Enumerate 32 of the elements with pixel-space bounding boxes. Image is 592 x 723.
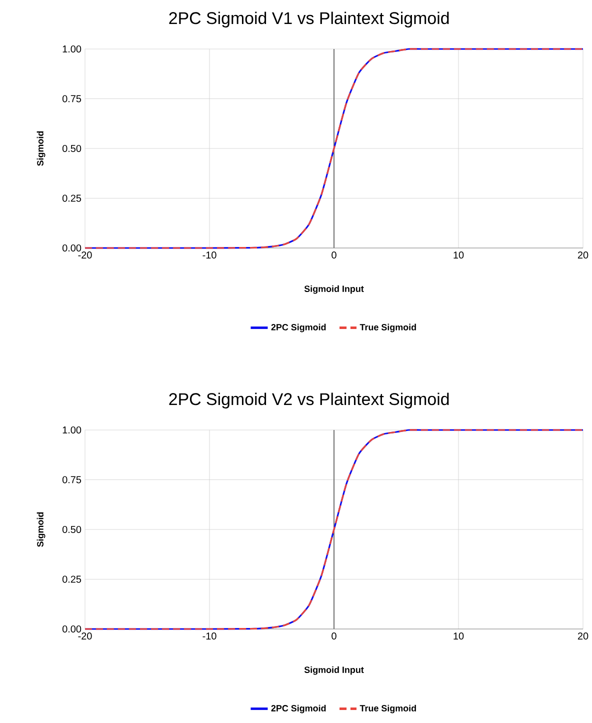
x-axis-title: Sigmoid Input: [304, 666, 364, 675]
x-tick-label: 10: [454, 632, 464, 640]
x-tick-label: 10: [454, 252, 464, 259]
y-axis-title: Sigmoid: [36, 512, 46, 547]
legend-label: 2PC Sigmoid: [271, 704, 326, 714]
y-tick-label: 1.00: [62, 45, 82, 53]
y-tick-label: 0.25: [62, 194, 82, 202]
x-tick-label: 0: [332, 632, 336, 640]
x-tick-label: 0: [332, 252, 336, 259]
chart-title: 2PC Sigmoid V1 vs Plaintext Sigmoid: [169, 12, 449, 28]
y-tick-label: 0.75: [62, 95, 82, 102]
y-tick-label: 1.00: [62, 426, 82, 434]
y-tick-label: 0.50: [62, 144, 82, 152]
y-tick-label: 0.25: [62, 576, 82, 583]
y-tick-label: 0.50: [62, 526, 82, 534]
y-tick-label: 0.75: [62, 476, 82, 484]
x-tick-label: -20: [78, 252, 92, 259]
line-series: [84, 48, 584, 249]
x-tick-label: -10: [202, 632, 216, 640]
y-tick-label: 0.00: [62, 625, 82, 633]
x-axis-title: Sigmoid Input: [304, 285, 364, 294]
legend-label: True Sigmoid: [360, 704, 416, 714]
line-series: [84, 429, 584, 630]
x-tick-label: -10: [202, 252, 216, 259]
x-tick-label: -20: [78, 632, 92, 640]
x-tick-label: 20: [578, 252, 588, 259]
y-tick-label: 0.00: [62, 244, 82, 252]
x-tick-label: 20: [578, 632, 588, 640]
chart-title: 2PC Sigmoid V2 vs Plaintext Sigmoid: [169, 392, 449, 408]
legend-label: True Sigmoid: [360, 324, 416, 332]
legend-label: 2PC Sigmoid: [271, 324, 326, 332]
y-axis-title: Sigmoid: [36, 131, 46, 166]
